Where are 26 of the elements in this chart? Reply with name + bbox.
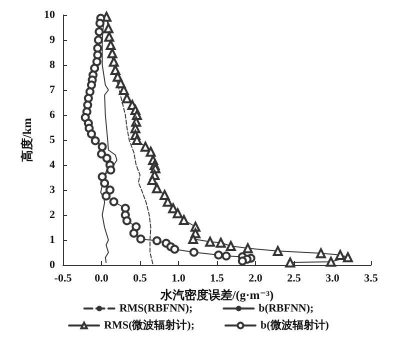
legend-label: RMS(微波辐射计); <box>104 318 194 332</box>
x-tick-label: 0.0 <box>94 272 109 284</box>
x-tick-label: 2.0 <box>248 272 263 284</box>
y-tick-label: 2 <box>50 209 56 221</box>
legend-label: b(微波辐射计) <box>260 318 330 332</box>
y-tick-label: 9 <box>50 34 56 46</box>
x-tick-label: 3.5 <box>364 272 378 284</box>
legend-label: RMS(RBFNN); <box>119 302 193 314</box>
y-axis-title: 高度/km <box>20 118 34 162</box>
y-tick-label: 1 <box>50 234 55 246</box>
x-tick-label: 3.0 <box>326 272 340 284</box>
y-tick-label: 0 <box>50 259 56 271</box>
x-tick-label: 2.5 <box>287 272 302 284</box>
x-axis-title: 水汽密度误差/(g·m⁻³) <box>159 288 274 302</box>
x-tick-label: 1.0 <box>172 272 186 284</box>
x-tick-label: -0.5 <box>54 272 72 284</box>
x-tick-label: 1.5 <box>210 272 224 284</box>
y-tick-label: 4 <box>50 159 56 171</box>
y-tick-label: 7 <box>50 84 56 96</box>
y-tick-label: 3 <box>50 184 56 196</box>
x-tick-label: 0.5 <box>133 272 148 284</box>
y-tick-label: 5 <box>50 134 56 146</box>
y-tick-label: 6 <box>50 109 56 121</box>
y-tick-label: 8 <box>50 59 56 71</box>
y-tick-label: 10 <box>44 9 56 21</box>
legend-label: b(RBFNN); <box>258 302 314 314</box>
